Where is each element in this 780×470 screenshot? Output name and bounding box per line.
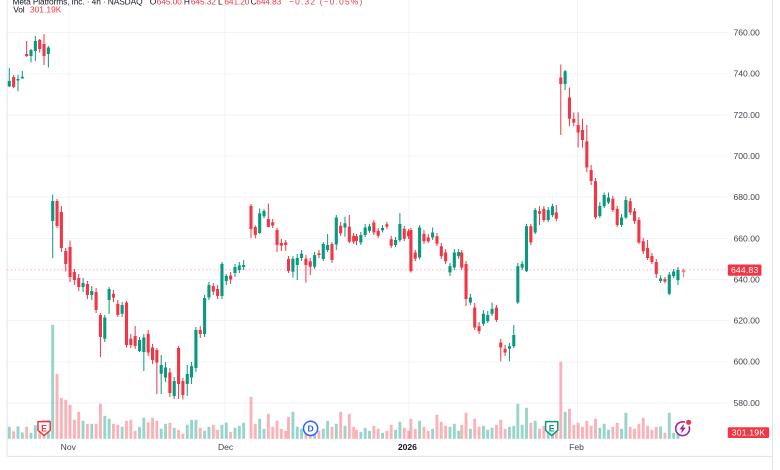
svg-text:660.00: 660.00 bbox=[734, 233, 761, 243]
svg-text:720.00: 720.00 bbox=[734, 110, 761, 120]
svg-text:620.00: 620.00 bbox=[734, 316, 761, 326]
svg-text:2026: 2026 bbox=[398, 442, 417, 452]
svg-text:Dec: Dec bbox=[218, 442, 234, 452]
svg-text:641.20: 641.20 bbox=[224, 0, 249, 6]
svg-text:680.00: 680.00 bbox=[734, 192, 761, 202]
svg-text:301.19K: 301.19K bbox=[732, 427, 765, 437]
svg-text:Feb: Feb bbox=[569, 442, 584, 452]
svg-text:760.00: 760.00 bbox=[734, 28, 761, 38]
svg-text:D: D bbox=[307, 424, 313, 434]
svg-text:C: C bbox=[251, 0, 257, 6]
svg-text:E: E bbox=[549, 424, 555, 434]
svg-text:−0.32 (−0.05%): −0.32 (−0.05%) bbox=[289, 0, 364, 6]
svg-text:L: L bbox=[218, 0, 223, 6]
svg-text:O: O bbox=[150, 0, 157, 6]
svg-text:580.00: 580.00 bbox=[734, 398, 761, 408]
svg-text:644.83: 644.83 bbox=[256, 0, 281, 6]
svg-text:645.32: 645.32 bbox=[191, 0, 216, 6]
svg-text:H: H bbox=[184, 0, 190, 6]
svg-text:740.00: 740.00 bbox=[734, 69, 761, 79]
svg-text:600.00: 600.00 bbox=[734, 357, 761, 367]
svg-text:E: E bbox=[41, 424, 47, 434]
svg-text:700.00: 700.00 bbox=[734, 151, 761, 161]
svg-text:Meta Platforms, Inc. · 4h · NA: Meta Platforms, Inc. · 4h · NASDAQ bbox=[13, 0, 144, 6]
svg-text:Nov: Nov bbox=[61, 442, 77, 452]
svg-text:301.19K: 301.19K bbox=[30, 4, 62, 14]
svg-text:640.00: 640.00 bbox=[734, 274, 761, 284]
svg-text:Vol: Vol bbox=[13, 4, 25, 14]
svg-text:645.00: 645.00 bbox=[157, 0, 182, 6]
svg-text:644.83: 644.83 bbox=[731, 265, 759, 275]
